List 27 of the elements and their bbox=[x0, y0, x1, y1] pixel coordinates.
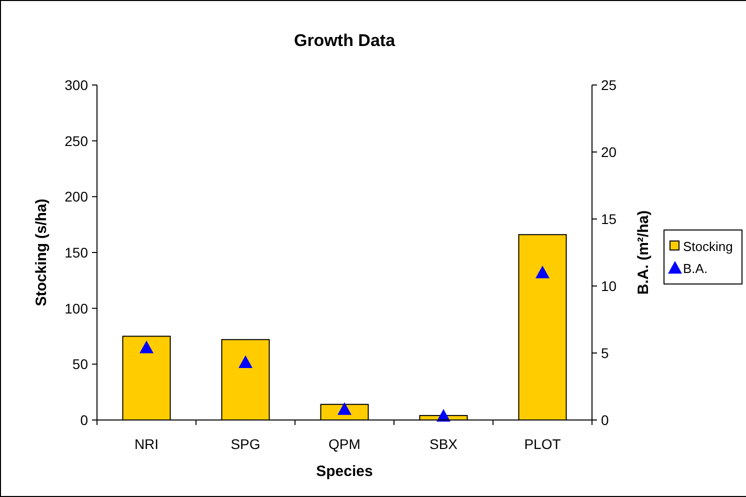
y-tick-label: 50 bbox=[72, 356, 88, 372]
point bbox=[140, 340, 154, 354]
legend-label: Stocking bbox=[683, 239, 733, 254]
y2-tick-label: 5 bbox=[601, 345, 609, 361]
y2-tick-label: 15 bbox=[601, 211, 617, 227]
y2-axis-title: B.A. (m²/ha) bbox=[635, 210, 652, 295]
chart-title: Growth Data bbox=[294, 31, 396, 50]
y2-tick-label: 10 bbox=[601, 278, 617, 294]
y2-tick-label: 0 bbox=[601, 412, 609, 428]
legend-label: B.A. bbox=[683, 261, 708, 276]
y-tick-label: 100 bbox=[64, 300, 88, 316]
x-tick-label: SPG bbox=[230, 436, 260, 452]
y-tick-label: 150 bbox=[64, 244, 88, 260]
y2-tick-label: 20 bbox=[601, 144, 617, 160]
x-tick-label: QPM bbox=[328, 436, 360, 452]
y-tick-label: 200 bbox=[64, 188, 88, 205]
point bbox=[536, 266, 550, 278]
x-tick-label: PLOT bbox=[524, 436, 562, 452]
y-tick-label: 250 bbox=[64, 132, 88, 149]
y-tick-label: 0 bbox=[80, 412, 88, 428]
x-axis-title: Species bbox=[316, 463, 373, 480]
y-axis-title: Stocking (s/ha) bbox=[33, 198, 50, 306]
y-tick-label: 300 bbox=[64, 77, 88, 93]
y2-tick-label: 25 bbox=[601, 77, 617, 93]
point bbox=[238, 355, 252, 368]
x-tick-label: SBX bbox=[429, 436, 458, 452]
x-tick-label: NRI bbox=[134, 436, 159, 452]
